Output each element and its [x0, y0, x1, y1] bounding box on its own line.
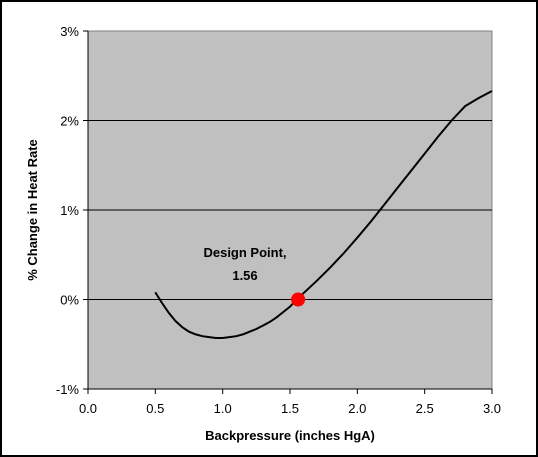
x-tick-label: 0.5: [146, 401, 164, 416]
y-axis-title: % Change in Heat Rate: [25, 139, 40, 281]
y-tick-labels: -1% 0% 1% 2% 3%: [56, 24, 88, 397]
y-tick-label: 0%: [60, 293, 79, 308]
gridlines: [88, 120, 492, 300]
x-tick-labels: 0.0 0.5 1.0 1.5 2.0 2.5 3.0: [79, 389, 501, 416]
x-tick-label: 0.0: [79, 401, 97, 416]
y-tick-label: -1%: [56, 382, 80, 397]
design-point-marker: [291, 292, 306, 307]
x-tick-label: 2.0: [348, 401, 366, 416]
x-tick-label: 2.5: [416, 401, 434, 416]
x-tick-label: 1.5: [281, 401, 299, 416]
x-axis-title: Backpressure (inches HgA): [205, 428, 375, 443]
heat-rate-curve: [154, 90, 493, 339]
x-tick-label: 1.0: [214, 401, 232, 416]
y-tick-label: 1%: [60, 203, 79, 218]
y-tick-label: 2%: [60, 114, 79, 129]
x-tick-label: 3.0: [483, 401, 501, 416]
design-point-label-line1: Design Point,: [203, 245, 286, 260]
design-point-label-line2: 1.56: [232, 268, 257, 283]
y-tick-label: 3%: [60, 24, 79, 39]
